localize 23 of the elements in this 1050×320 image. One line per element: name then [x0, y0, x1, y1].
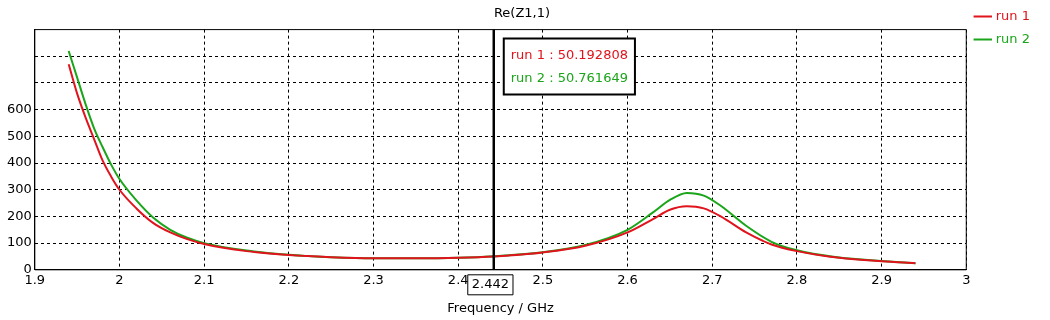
y-tick-label: 300 — [6, 181, 32, 197]
y-tick-label: 100 — [6, 234, 32, 250]
x-tick-label: 2.3 — [363, 271, 384, 287]
x-tick-label: 2.1 — [193, 271, 215, 287]
annotation: run 1 : 50.192808 — [510, 46, 628, 62]
x-tick-label: 2.7 — [701, 271, 723, 287]
legend-label: run 2 — [995, 30, 1031, 46]
y-tick-label: 600 — [6, 101, 32, 117]
y-tick-label: 400 — [6, 154, 32, 170]
y-tick-label: 200 — [6, 207, 32, 223]
x-tick-label: 3 — [962, 271, 971, 287]
legend-label: run 1 — [995, 7, 1031, 23]
x-tick-label: 2.6 — [617, 271, 638, 287]
y-tick-label: 500 — [6, 127, 32, 143]
x-tick-label: 2.8 — [786, 271, 808, 287]
ref-line-label: 2.442 — [471, 276, 509, 292]
x-axis-title: Frequency / GHz — [447, 299, 554, 315]
x-tick-label: 2 — [115, 271, 124, 287]
x-tick-label: 2.5 — [532, 271, 554, 287]
chart-title: Re(Z1,1) — [493, 5, 551, 21]
annotation: run 2 : 50.761649 — [510, 69, 628, 85]
x-tick-label: 2.2 — [278, 271, 300, 287]
x-tick-label: 2.9 — [871, 271, 892, 287]
